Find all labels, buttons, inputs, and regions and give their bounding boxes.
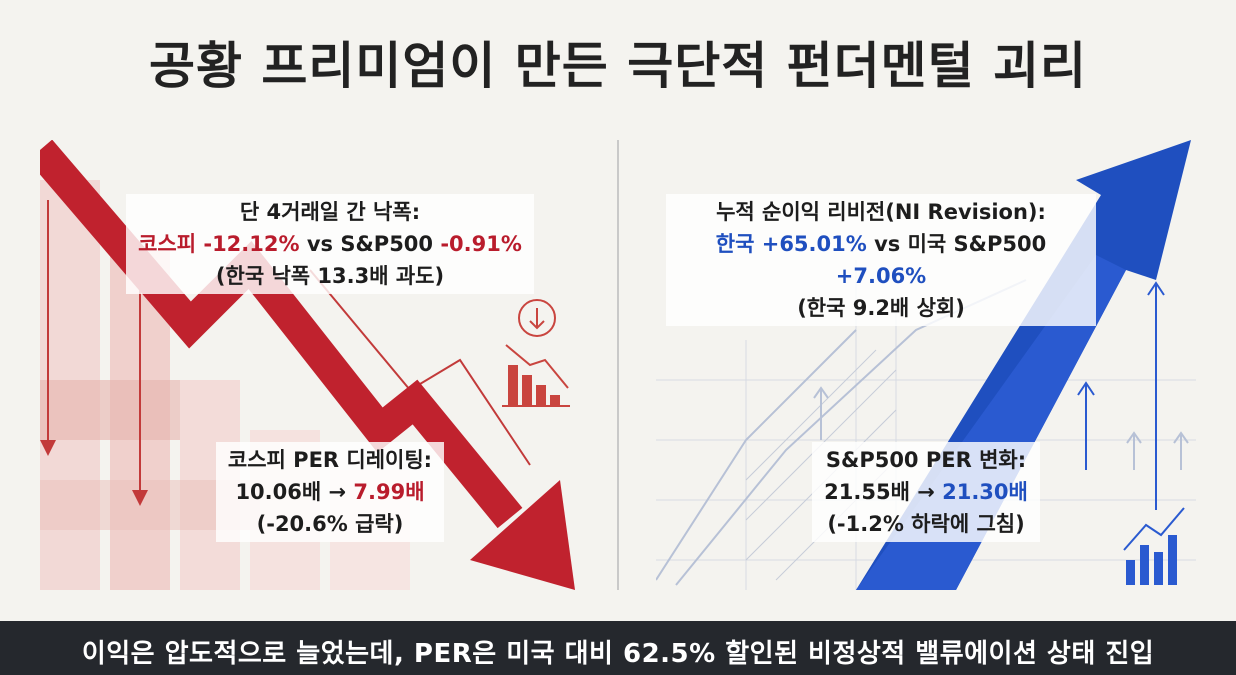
drop-kospi-label: 코스피 <box>138 232 197 256</box>
kospi-per-from: 10.06배 → <box>235 480 347 504</box>
ni-revision-callout: 누적 순이익 리비전(NI Revision): 한국 +65.01% vs 미… <box>666 194 1096 326</box>
kospi-per-callout: 코스피 PER 디레이팅: 10.06배 → 7.99배 (-20.6% 급락) <box>180 442 480 542</box>
sp-per-to: 21.30배 <box>942 480 1028 504</box>
kospi-per-note: (-20.6% 급락) <box>256 512 404 536</box>
ni-korea-value: +65.01% <box>761 232 867 256</box>
korea-panel: 단 4거래일 간 낙폭: 코스피 -12.12% vs S&P500 -0.91… <box>40 140 588 590</box>
big-falling-arrow <box>40 140 523 529</box>
sp-per-change: 21.55배 → 21.30배 <box>824 476 1028 508</box>
us-comparison-panel: 누적 순이익 리비전(NI Revision): 한국 +65.01% vs 미… <box>656 140 1196 590</box>
drop-heading: 단 4거래일 간 낙폭: <box>239 200 421 224</box>
sp-per-from: 21.55배 → <box>824 480 935 504</box>
sp-per-callout: S&P500 PER 변화: 21.55배 → 21.30배 (-1.2% 하락… <box>796 442 1056 542</box>
up-arrow-head <box>813 386 829 399</box>
drop-comparison: 코스피 -12.12% vs S&P500 -0.91% <box>138 228 522 260</box>
panel-divider <box>617 140 619 590</box>
up-arrow-icon <box>1126 431 1189 470</box>
drop-vs: vs S&P500 <box>306 232 434 256</box>
thin-trend-line <box>309 269 531 466</box>
thin-arrow-head <box>132 490 148 506</box>
page-title: 공황 프리미엄이 만든 극단적 펀더멘털 괴리 <box>148 37 1088 95</box>
ni-heading: 누적 순이익 리비전(NI Revision): <box>716 200 1046 224</box>
ni-note: (한국 9.2배 상회) <box>797 296 965 320</box>
bg-band <box>40 380 180 440</box>
drop-note: (한국 낙폭 13.3배 과도) <box>215 264 445 288</box>
summary-footer: 이익은 압도적으로 늘었는데, PER은 미국 대비 62.5% 할인된 비정상… <box>0 621 1236 675</box>
drop-sp-value: -0.91% <box>440 232 522 256</box>
drop-kospi-value: -12.12% <box>203 232 300 256</box>
kospi-per-change: 10.06배 → 7.99배 <box>228 476 432 508</box>
sp-per-note: (-1.2% 하락에 그침) <box>827 512 1025 536</box>
big-arrow-head <box>470 480 575 590</box>
rising-bar-chart-icon <box>1123 507 1185 585</box>
ni-comparison: 한국 +65.01% vs 미국 S&P500 +7.06% <box>678 228 1084 292</box>
thin-trend-line <box>656 329 857 581</box>
ni-us-value: +7.06% <box>835 264 927 288</box>
sp-per-heading: S&P500 PER 변화: <box>825 448 1027 472</box>
ni-vs: vs 미국 S&P500 <box>874 232 1047 256</box>
up-arrow-icon <box>1077 281 1165 510</box>
down-arrow-circle-icon <box>518 299 556 337</box>
thin-arrow-head <box>40 440 56 456</box>
falling-bar-chart-icon <box>502 344 570 407</box>
kospi-per-to: 7.99배 <box>353 480 425 504</box>
drop-callout: 단 4거래일 간 낙폭: 코스피 -12.12% vs S&P500 -0.91… <box>120 194 540 294</box>
summary-text: 이익은 압도적으로 늘었는데, PER은 미국 대비 62.5% 할인된 비정상… <box>81 639 1155 669</box>
kospi-per-heading: 코스피 PER 디레이팅: <box>227 448 433 472</box>
ni-korea-label: 한국 <box>715 232 755 256</box>
